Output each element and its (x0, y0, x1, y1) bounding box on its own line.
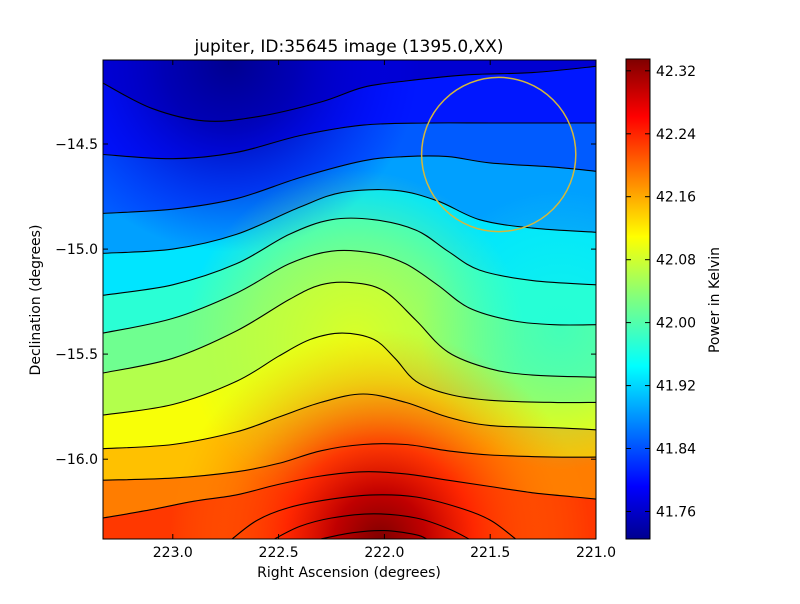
x-tick-label: 223.0 (153, 545, 193, 561)
contour-line (103, 217, 596, 296)
contour-line (274, 513, 470, 539)
x-axis: 223.0 222.5 222.0 221.5 221.0 (153, 60, 616, 561)
colorbar-tick-label: 41.92 (656, 379, 696, 395)
contour-line (320, 529, 427, 539)
contour-lines (103, 65, 596, 539)
contour-line (103, 249, 596, 334)
contour-line (103, 332, 596, 416)
colorbar-tick-label: 41.76 (656, 505, 696, 521)
contour-line (103, 122, 596, 160)
plot-frame (102, 59, 597, 540)
colorbar-tick-label: 42.08 (656, 253, 696, 269)
contour-line (103, 471, 596, 519)
contour-line (231, 494, 516, 539)
colorbar-label: Power in Kelvin (707, 247, 723, 353)
heatmap-hot-spot (103, 60, 596, 539)
contour-line (103, 281, 596, 378)
y-tick-label: −16.0 (55, 452, 98, 468)
contour-line (103, 393, 596, 450)
x-tick-label: 221.5 (470, 545, 510, 561)
y-tick-label: −15.0 (55, 242, 98, 258)
y-axis-label: Declination (degrees) (28, 225, 44, 376)
x-tick-label: 221.0 (576, 545, 616, 561)
contour-line (103, 443, 596, 481)
y-axis: −14.5 −15.0 −15.5 −16.0 (55, 137, 596, 468)
chart-title: jupiter, ID:35645 image (1395.0,XX) (193, 37, 503, 57)
x-tick-label: 222.5 (259, 545, 299, 561)
x-tick-label: 222.0 (364, 545, 404, 561)
colorbar-tick-label: 42.24 (656, 127, 696, 143)
colorbar-tick-label: 41.84 (656, 442, 696, 458)
colorbar-axis: 41.76 41.84 41.92 42.00 42.08 42.16 42.24 42.32 (626, 64, 696, 521)
contour-line (103, 189, 596, 254)
x-axis-label: Right Ascension (degrees) (257, 565, 441, 581)
contour-line (103, 65, 596, 122)
contour-line (103, 155, 596, 214)
y-tick-label: −15.5 (55, 347, 98, 363)
heatmap-field (103, 60, 596, 539)
colorbar-tick-label: 42.16 (656, 190, 696, 206)
colorbar-tick-label: 42.32 (656, 64, 696, 80)
y-tick-label: −14.5 (55, 137, 98, 153)
beam-circle (420, 76, 577, 233)
colorbar-tick-label: 42.00 (656, 316, 696, 332)
colorbar (625, 58, 651, 540)
